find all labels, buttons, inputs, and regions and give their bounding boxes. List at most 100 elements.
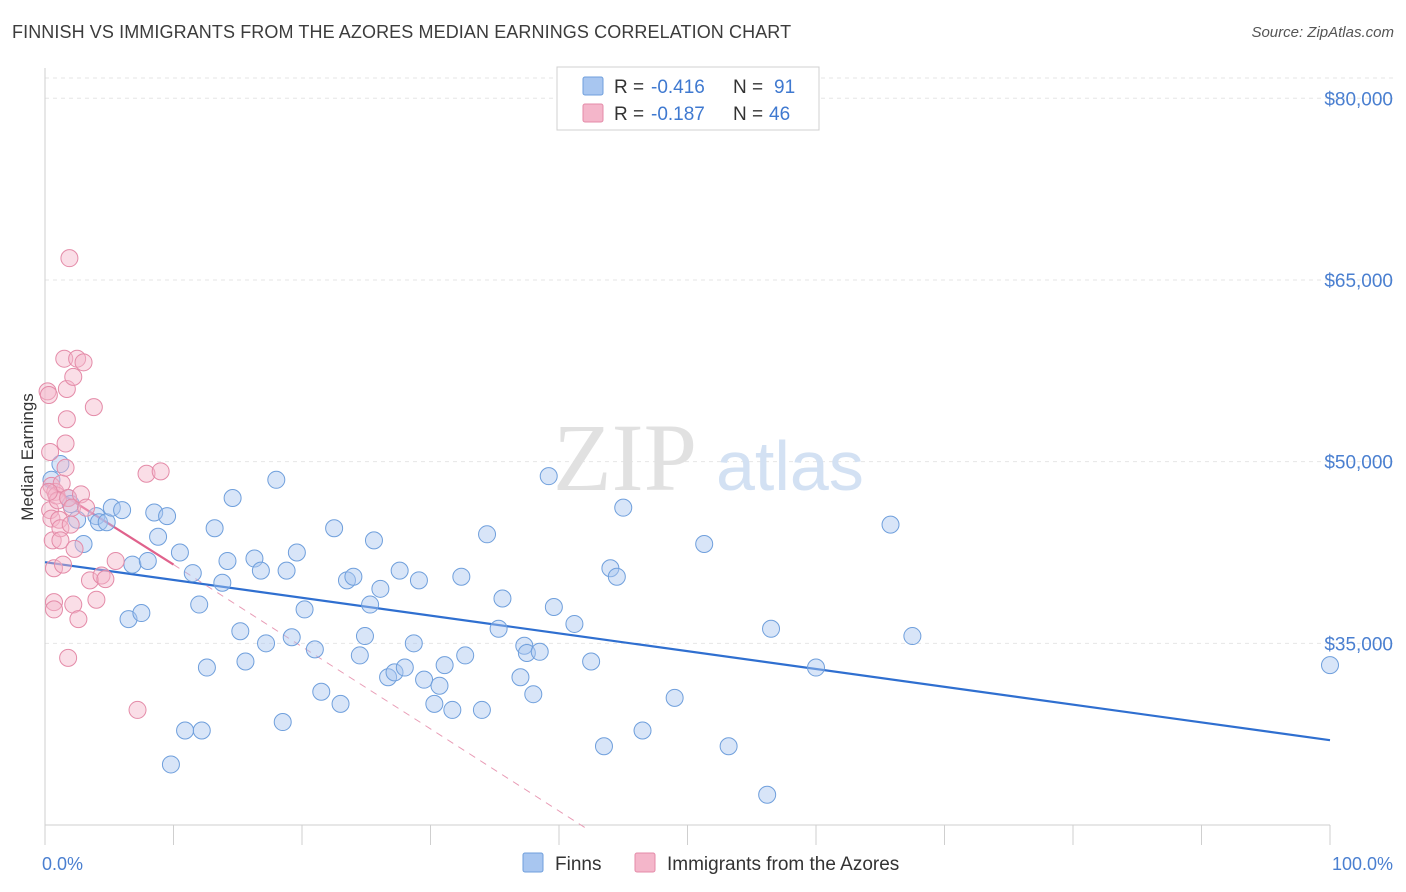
watermark-zip: ZIP	[553, 404, 697, 511]
legend-r-label-finns: R =	[614, 77, 644, 98]
point-finns-13	[132, 604, 151, 623]
series-label-finns: Finns	[555, 854, 601, 875]
point-finns-14	[138, 551, 157, 570]
trend-lines	[44, 482, 1331, 828]
watermark: ZIP atlas	[553, 404, 864, 511]
point-finns-86	[762, 619, 781, 638]
point-azores-44	[151, 462, 170, 481]
point-azores-9	[44, 600, 63, 619]
source-label: Source: ZipAtlas.com	[1251, 24, 1394, 41]
point-finns-34	[267, 470, 286, 489]
point-finns-72	[530, 642, 549, 661]
point-finns-7	[89, 513, 108, 532]
point-finns-79	[607, 567, 626, 586]
point-azores-36	[80, 571, 99, 590]
y-tick-label-1: $50,000	[1324, 453, 1393, 474]
point-azores-21	[57, 410, 76, 429]
point-azores-30	[65, 539, 84, 558]
point-azores-32	[69, 610, 88, 629]
point-finns-74	[544, 597, 563, 616]
point-azores-5	[42, 509, 61, 528]
point-finns-68	[511, 668, 530, 687]
point-finns-25	[205, 519, 224, 538]
point-finns-75	[565, 614, 584, 633]
point-finns-66	[489, 619, 508, 638]
point-azores-2	[41, 442, 60, 461]
point-finns-53	[390, 561, 409, 580]
point-finns-28	[223, 488, 242, 507]
point-finns-77	[594, 737, 613, 756]
point-finns-26	[213, 573, 232, 592]
point-finns-60	[435, 656, 454, 675]
legend-r-value-azores: -0.187	[651, 104, 705, 125]
point-azores-1	[39, 386, 58, 405]
point-finns-54	[395, 658, 414, 677]
legend-r-label-azores: R =	[614, 104, 644, 125]
point-finns-49	[364, 531, 383, 550]
point-azores-25	[60, 249, 79, 268]
point-finns-8	[97, 513, 116, 532]
axes	[44, 68, 1331, 845]
point-finns-76	[582, 652, 601, 671]
y-tick-label-3: $80,000	[1324, 89, 1393, 110]
legend-n-value-finns: 91	[774, 77, 795, 98]
legend-swatch-finns	[582, 76, 604, 96]
trend-extension-1	[173, 564, 585, 828]
point-finns-16	[149, 527, 168, 546]
point-finns-48	[361, 595, 380, 614]
point-finns-64	[472, 700, 491, 719]
point-finns-65	[478, 525, 497, 544]
point-azores-38	[87, 590, 106, 609]
point-finns-38	[287, 543, 306, 562]
point-finns-59	[430, 676, 449, 695]
point-finns-1	[51, 455, 70, 474]
point-finns-71	[524, 685, 543, 704]
point-azores-15	[51, 531, 70, 550]
point-azores-43	[137, 464, 156, 483]
point-finns-80	[614, 498, 633, 517]
point-azores-7	[44, 559, 63, 578]
point-azores-28	[64, 367, 83, 386]
point-finns-39	[295, 600, 314, 619]
point-finns-29	[231, 622, 250, 641]
point-finns-18	[161, 755, 180, 774]
legend-n-value-azores: 46	[769, 104, 790, 125]
point-finns-56	[409, 571, 428, 590]
point-finns-73	[539, 467, 558, 486]
point-finns-88	[881, 515, 900, 534]
point-finns-23	[192, 721, 211, 740]
point-finns-69	[515, 636, 534, 655]
point-finns-67	[493, 589, 512, 608]
point-finns-37	[282, 628, 301, 647]
point-finns-46	[350, 646, 369, 665]
point-finns-24	[197, 658, 216, 677]
point-azores-40	[96, 570, 115, 589]
point-azores-26	[61, 515, 80, 534]
point-finns-36	[277, 561, 296, 580]
point-azores-20	[56, 434, 75, 453]
point-azores-23	[59, 648, 78, 667]
point-finns-84	[719, 737, 738, 756]
point-finns-47	[355, 627, 374, 646]
x-tick-max: 100.0%	[1332, 854, 1393, 874]
point-finns-30	[236, 652, 255, 671]
point-finns-82	[665, 688, 684, 707]
chart-title: FINNISH VS IMMIGRANTS FROM THE AZORES ME…	[12, 22, 792, 42]
point-azores-19	[56, 458, 75, 477]
point-finns-33	[257, 634, 276, 653]
series-swatch-azores	[634, 852, 656, 873]
point-azores-8	[44, 593, 63, 612]
point-azores-37	[84, 398, 103, 417]
series-label-azores: Immigrants from the Azores	[667, 854, 899, 875]
point-finns-85	[758, 785, 777, 804]
point-finns-40	[305, 640, 324, 659]
watermark-atlas: atlas	[716, 427, 864, 505]
point-finns-90	[1321, 656, 1339, 675]
point-finns-19	[170, 543, 189, 562]
point-azores-45	[39, 482, 58, 501]
point-finns-17	[158, 507, 177, 526]
point-azores-35	[77, 498, 96, 517]
point-azores-18	[55, 349, 74, 368]
correlation-legend: R = -0.416 N = 91 R = -0.187 N = 46	[556, 66, 820, 131]
